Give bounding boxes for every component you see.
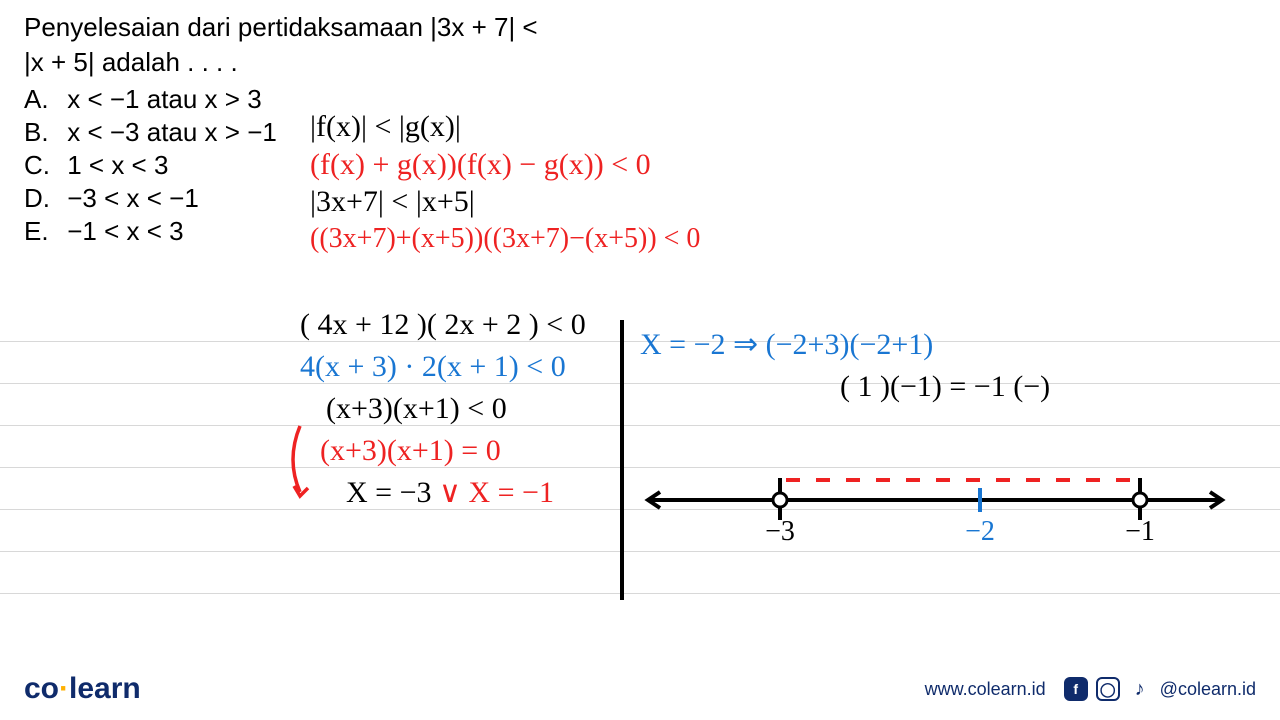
work-line-7: (x+3)(x+1) < 0 [300, 388, 586, 430]
logo-dot-icon: · [59, 672, 69, 705]
work-line-3: |3x+7| < |x+5| [310, 183, 1250, 221]
footer-url: www.colearn.id [925, 679, 1046, 700]
problem-statement: Penyelesaian dari pertidaksamaan |3x + 7… [24, 10, 1256, 80]
right-line-1: X = −2 ⇒ (−2+3)(−2+1) [640, 324, 1050, 366]
work-line-2: (f(x) + g(x))(f(x) − g(x)) < 0 [310, 146, 1250, 184]
tiktok-icon: ♪ [1128, 677, 1152, 701]
work-line-4: ((3x+7)+(x+5))((3x+7)−(x+5)) < 0 [310, 221, 1250, 256]
work-line-1: |f(x)| < |g(x)| [310, 108, 1250, 146]
social-icons: f ◯ ♪ @colearn.id [1064, 677, 1256, 701]
tick-label-neg1: −1 [1125, 516, 1155, 547]
vertical-divider [620, 320, 624, 600]
work-line-5: ( 4x + 12 )( 2x + 2 ) < 0 [300, 304, 586, 346]
brand-logo: co·learn [24, 672, 141, 706]
work-line-6: 4(x + 3) · 2(x + 1) < 0 [300, 346, 586, 388]
footer: co·learn www.colearn.id f ◯ ♪ @colearn.i… [24, 672, 1256, 706]
right-line-2: ( 1 )(−1) = −1 (−) [640, 366, 1050, 408]
footer-right: www.colearn.id f ◯ ♪ @colearn.id [925, 677, 1256, 701]
tick-label-neg3: −3 [765, 516, 795, 547]
curved-arrow-icon [282, 420, 322, 510]
work-line-8: (x+3)(x+1) = 0 [300, 430, 586, 472]
lower-work: ( 4x + 12 )( 2x + 2 ) < 0 4(x + 3) · 2(x… [300, 304, 586, 514]
problem-line-2: |x + 5| adalah . . . . [24, 45, 1256, 80]
handwritten-work: |f(x)| < |g(x)| (f(x) + g(x))(f(x) − g(x… [310, 108, 1250, 256]
problem-line-1: Penyelesaian dari pertidaksamaan |3x + 7… [24, 10, 1256, 45]
facebook-icon: f [1064, 677, 1088, 701]
number-line: −3 −2 −1 [640, 430, 1240, 550]
instagram-icon: ◯ [1096, 677, 1120, 701]
footer-handle: @colearn.id [1160, 679, 1256, 700]
right-handwritten-work: X = −2 ⇒ (−2+3)(−2+1) ( 1 )(−1) = −1 (−) [640, 324, 1050, 408]
tick-label-neg2: −2 [965, 516, 995, 547]
work-line-9: X = −3 ∨ X = −1 [300, 472, 586, 514]
